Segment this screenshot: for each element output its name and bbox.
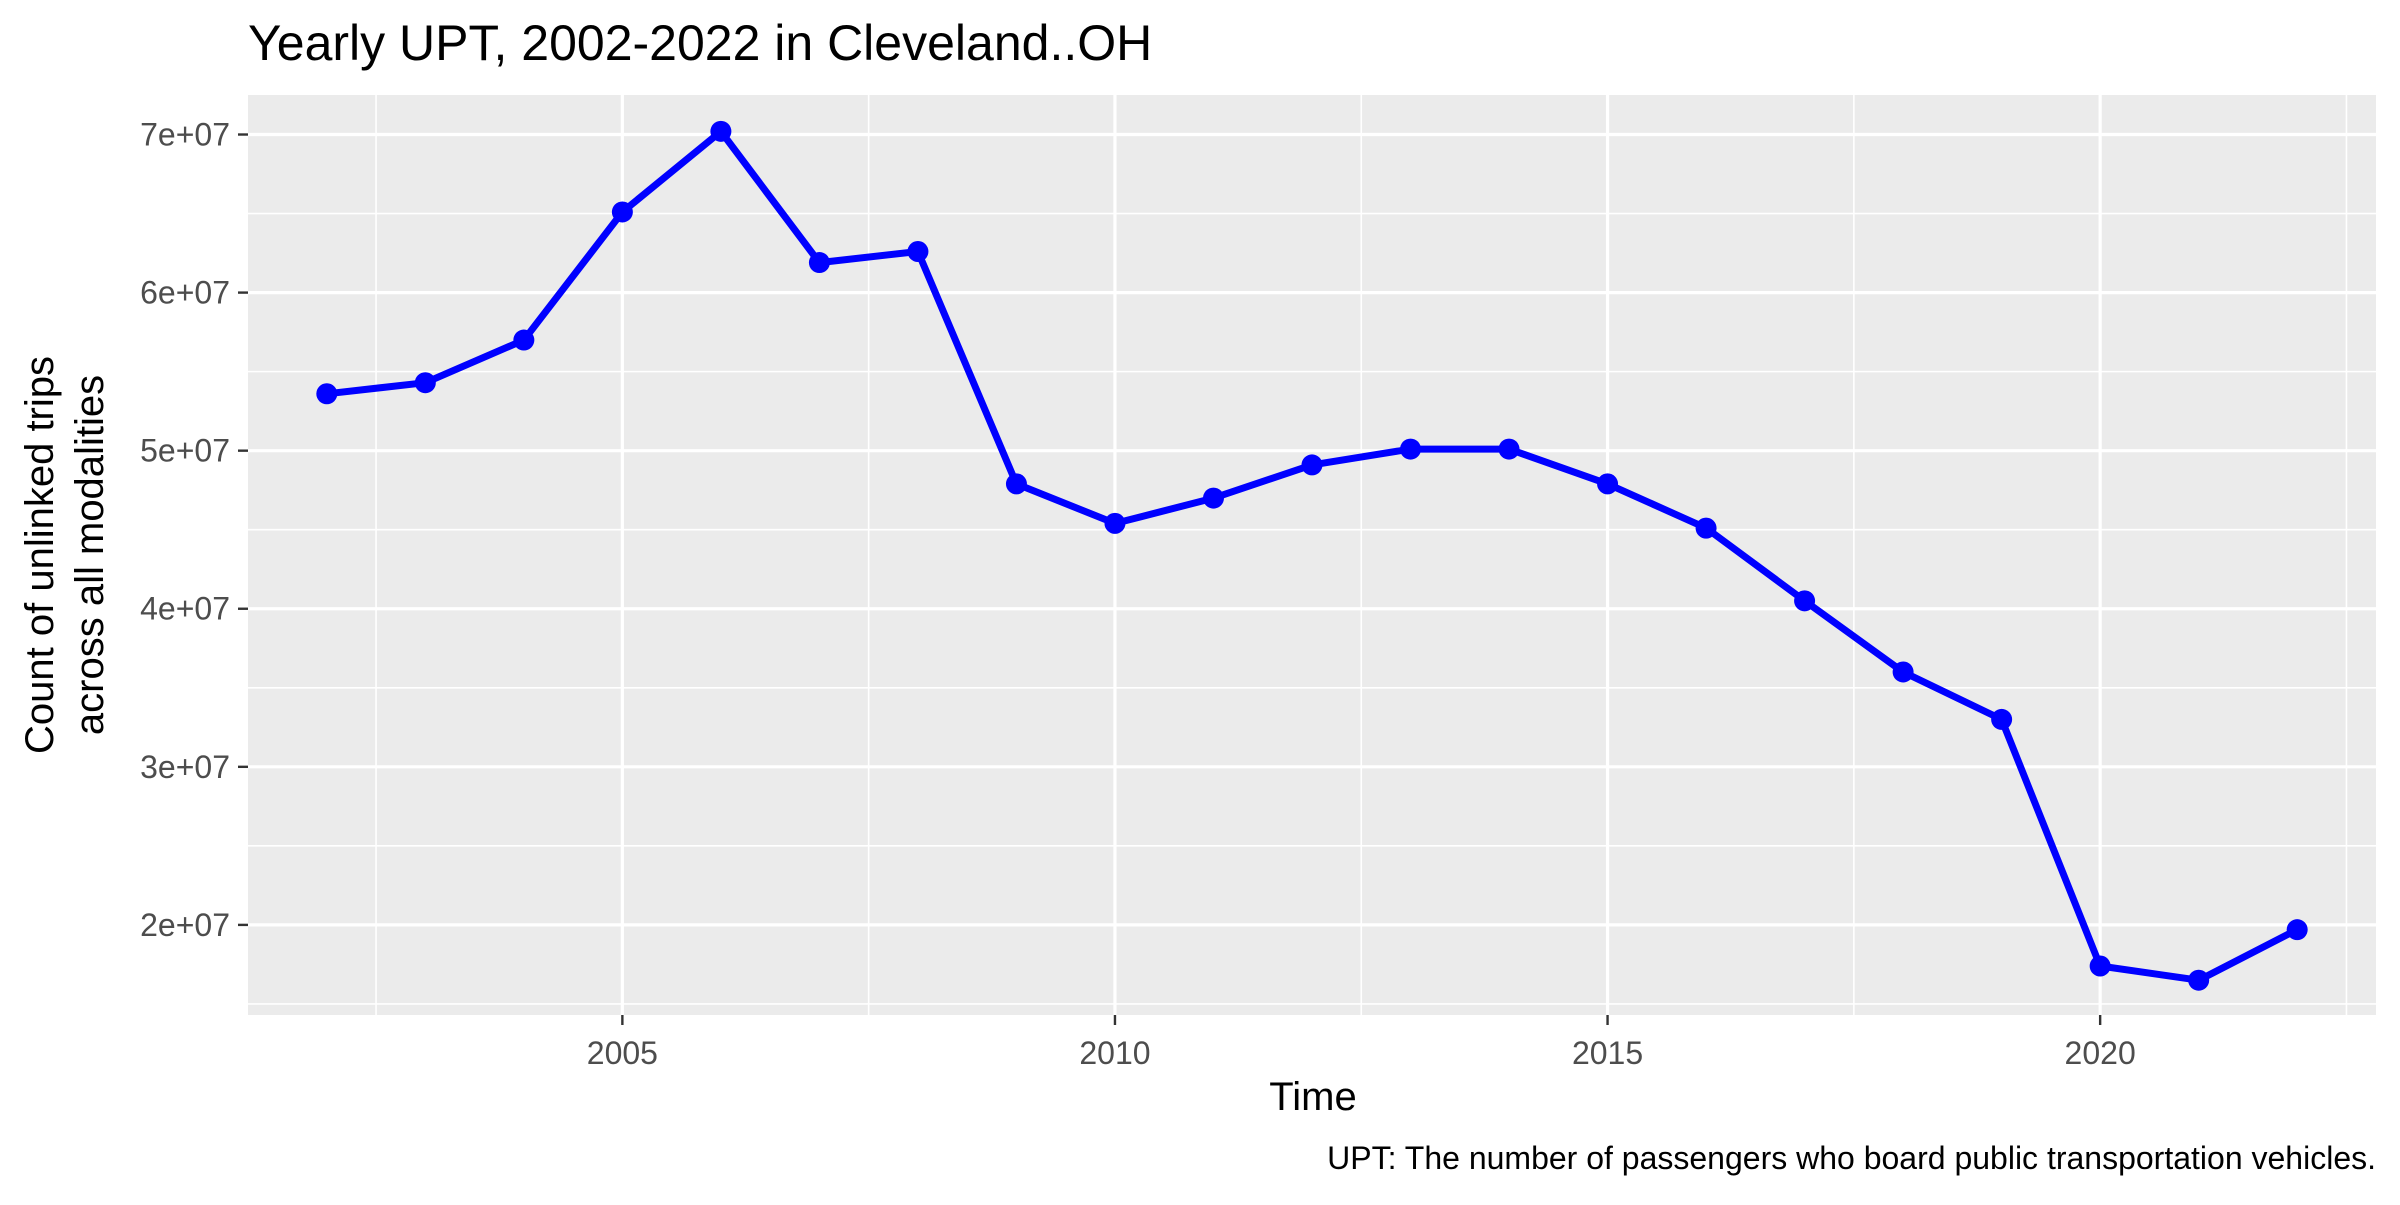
data-point	[1202, 487, 1224, 509]
data-point	[414, 372, 436, 394]
y-tick-label: 2e+07	[140, 907, 230, 943]
data-point	[907, 240, 929, 262]
chart-caption: UPT: The number of passengers who board …	[1327, 1140, 2376, 1176]
data-point	[808, 252, 830, 274]
data-point	[2188, 969, 2210, 991]
x-tick-label: 2005	[587, 1035, 658, 1071]
data-point	[2089, 955, 2111, 977]
data-point	[1498, 438, 1520, 460]
x-tick-label: 2020	[2065, 1035, 2136, 1071]
data-point	[1005, 473, 1027, 495]
data-point	[316, 383, 338, 405]
y-axis-label-line2: across all modalities	[68, 375, 112, 735]
y-tick-label: 7e+07	[140, 117, 230, 153]
x-axis-label: Time	[1269, 1075, 1356, 1119]
data-point	[1104, 512, 1126, 534]
y-tick-label: 5e+07	[140, 433, 230, 469]
data-point	[1597, 473, 1619, 495]
chart-title: Yearly UPT, 2002-2022 in Cleveland..OH	[248, 15, 1152, 71]
x-tick-label: 2015	[1572, 1035, 1643, 1071]
data-point	[1695, 517, 1717, 539]
data-point	[1794, 590, 1816, 612]
data-point	[513, 329, 535, 351]
y-axis-label-line1: Count of unlinked trips	[18, 356, 62, 754]
y-tick-label: 6e+07	[140, 275, 230, 311]
data-point	[1991, 708, 2013, 730]
data-point	[1892, 661, 1914, 683]
y-tick-label: 4e+07	[140, 591, 230, 627]
data-point	[611, 201, 633, 223]
data-point	[1301, 454, 1323, 476]
data-point	[2286, 919, 2308, 941]
x-tick-label: 2010	[1079, 1035, 1150, 1071]
data-point	[1400, 438, 1422, 460]
data-point	[710, 120, 732, 142]
plot-panel-background	[248, 95, 2376, 1015]
y-tick-label: 3e+07	[140, 749, 230, 785]
plot-panel: 2e+07 3e+07 4e+07 5e+07 6e+07 7e+07 2005 2010 20…	[140, 95, 2376, 1071]
